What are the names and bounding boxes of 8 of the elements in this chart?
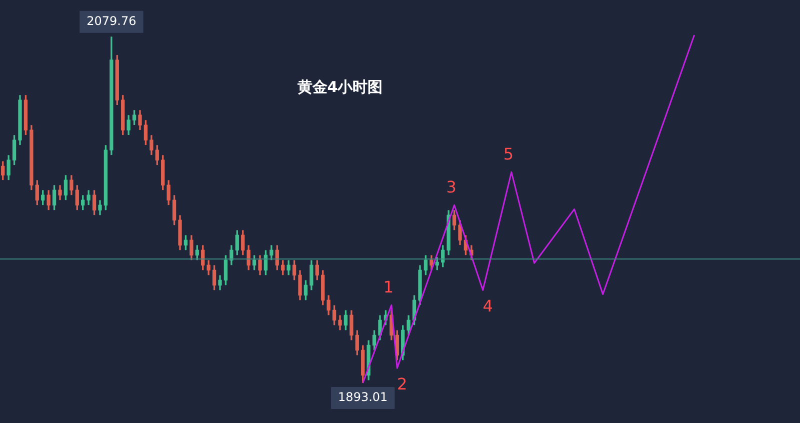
- annotation: 4: [482, 296, 493, 316]
- annotation: 2079.76: [86, 14, 136, 28]
- annotation: 1893.01: [338, 390, 388, 404]
- text: 黄金4小时图: [296, 78, 383, 96]
- annotation: 2: [397, 374, 408, 394]
- annotation: 5: [503, 144, 514, 164]
- annotation: 1: [383, 277, 394, 296]
- annotation: 3: [446, 177, 456, 196]
